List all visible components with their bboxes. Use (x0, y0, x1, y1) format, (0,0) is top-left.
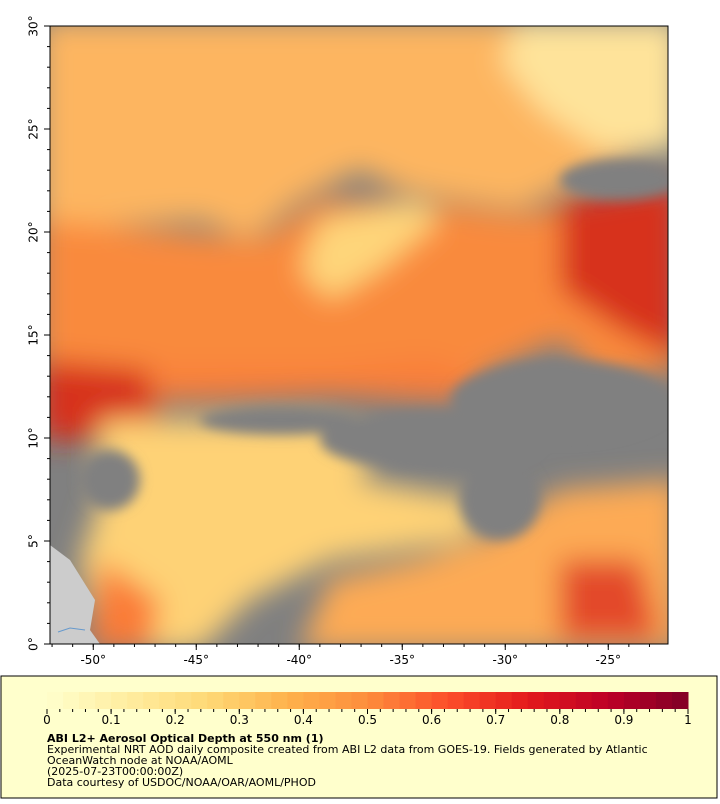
legend-line: Experimental NRT AOD daily composite cre… (47, 743, 648, 756)
x-tick-label: -25° (595, 653, 621, 667)
river (57, 627, 86, 633)
colorbar-segment (271, 692, 288, 709)
colorbar-segment (591, 692, 609, 709)
legend-line: Data courtesy of USDOC/NOAA/OAR/AOML/PHO… (47, 776, 316, 789)
colorbar-segment (655, 692, 673, 709)
colorbar-tick-label: 0 (43, 713, 51, 727)
colorbar-segment (79, 692, 96, 709)
colorbar-segment (495, 692, 513, 709)
legend-title: ABI L2+ Aerosol Optical Depth at 550 nm … (47, 732, 324, 745)
colorbar-segment (559, 692, 577, 709)
colorbar-tick-label: 0.4 (294, 713, 313, 727)
colorbar-tick-label: 0.6 (422, 713, 441, 727)
colorbar-tick-label: 0.5 (358, 713, 377, 727)
colorbar-segment (287, 692, 304, 709)
colorbar-segment (95, 692, 112, 709)
x-tick-label: -35° (389, 653, 415, 667)
colorbar-segment (319, 692, 336, 709)
y-tick-label: 10° (27, 427, 41, 448)
colorbar-segment (367, 692, 385, 709)
colorbar-segment (239, 692, 256, 709)
colorbar-segment (335, 692, 352, 709)
colorbar-segment (159, 692, 176, 709)
colorbar-segment (111, 692, 128, 709)
colorbar-tick-label: 0.8 (550, 713, 569, 727)
colorbar-tick-label: 0.2 (166, 713, 185, 727)
colorbar-segment (63, 692, 80, 709)
x-tick-label: -45° (183, 653, 209, 667)
x-tick-label: -40° (286, 653, 312, 667)
colorbar-segment (543, 692, 561, 709)
y-tick-label: 25° (27, 118, 41, 139)
colorbar-tick-label: 0.3 (230, 713, 249, 727)
legend-line: (2025-07-23T00:00:00Z) (47, 765, 183, 778)
colorbar-segment (575, 692, 593, 709)
colorbar-tick-label: 0.9 (614, 713, 633, 727)
colorbar-tick-label: 1 (684, 713, 692, 727)
y-tick-label: 5° (27, 534, 41, 548)
colorbar-segment (207, 692, 224, 709)
colorbar-tick-label: 0.1 (102, 713, 121, 727)
colorbar-tick-label: 0.7 (486, 713, 505, 727)
colorbar-segment (351, 692, 368, 709)
colorbar-segment (671, 692, 689, 709)
colorbar-segment (143, 692, 160, 709)
colorbar-segment (479, 692, 497, 709)
y-tick-label: 15° (27, 324, 41, 345)
colorbar-segment (175, 692, 192, 709)
colorbar-segment (383, 692, 401, 709)
colorbar-segment (623, 692, 641, 709)
colorbar-segment (527, 692, 545, 709)
colorbar-segment (415, 692, 433, 709)
x-tick-label: -50° (80, 653, 106, 667)
colorbar-segment (47, 692, 64, 709)
x-tick-label: -30° (492, 653, 518, 667)
y-tick-label: 20° (27, 221, 41, 242)
colorbar-segment (399, 692, 417, 709)
colorbar-segment (447, 692, 465, 709)
colorbar-segment (639, 692, 657, 709)
y-tick-label: 0° (27, 637, 41, 651)
colorbar-segment (191, 692, 208, 709)
colorbar-segment (223, 692, 240, 709)
colorbar-segment (607, 692, 625, 709)
land (50, 545, 100, 644)
map-axes: -50° -45° -40° -35° -30° -25° 0° 5° 10° 15° 20° 25°… (27, 15, 650, 667)
colorbar-segment (463, 692, 481, 709)
colorbar-segment (431, 692, 449, 709)
legend-line: OceanWatch node at NOAA/AOML (47, 754, 234, 767)
y-tick-label: 30° (27, 15, 41, 36)
colorbar-segment (127, 692, 144, 709)
colorbar-segment (511, 692, 529, 709)
map-image (50, 26, 668, 644)
colorbar: 0 0.1 0.2 0.3 0.4 0.5 0.6 0.7 0.8 0.9 1 (43, 692, 692, 727)
colorbar-segment (303, 692, 320, 709)
colorbar-segment (255, 692, 272, 709)
